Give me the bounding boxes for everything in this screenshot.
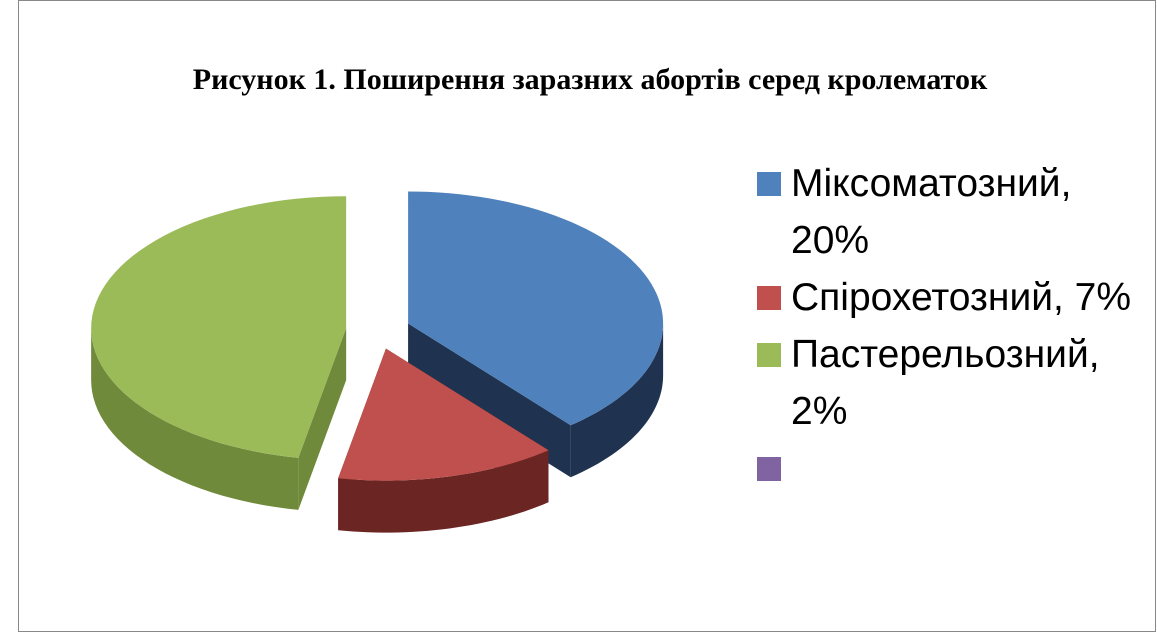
legend-entry: Міксоматозний, 20% <box>757 155 1152 269</box>
chart-title: Рисунок 1. Поширення заразних абортів се… <box>192 63 988 96</box>
legend-label: Міксоматозний, 20% <box>791 162 1072 262</box>
legend-swatch <box>757 286 781 310</box>
slice <box>91 196 347 458</box>
slice-side <box>298 328 347 510</box>
legend-label: Пастерельозний, 2% <box>791 333 1100 433</box>
legend-entry: Спірохетозний, 7% <box>757 269 1152 326</box>
slice-wall <box>338 450 549 533</box>
legend-swatch <box>757 343 781 367</box>
legend-swatch <box>757 172 781 196</box>
slice-wall <box>570 323 664 478</box>
chart-border <box>18 0 1156 632</box>
slice-wall <box>91 328 299 510</box>
legend-entry: Пастерельозний, 2% <box>757 326 1152 440</box>
legend: Міксоматозний, 20% Спірохетозний, 7% Пасте… <box>757 155 1152 497</box>
slice <box>408 191 664 426</box>
legend-label: Спірохетозний, 7% <box>791 276 1132 319</box>
legend-entry <box>757 440 1152 497</box>
legend-swatch <box>757 457 781 481</box>
slice <box>338 348 549 481</box>
